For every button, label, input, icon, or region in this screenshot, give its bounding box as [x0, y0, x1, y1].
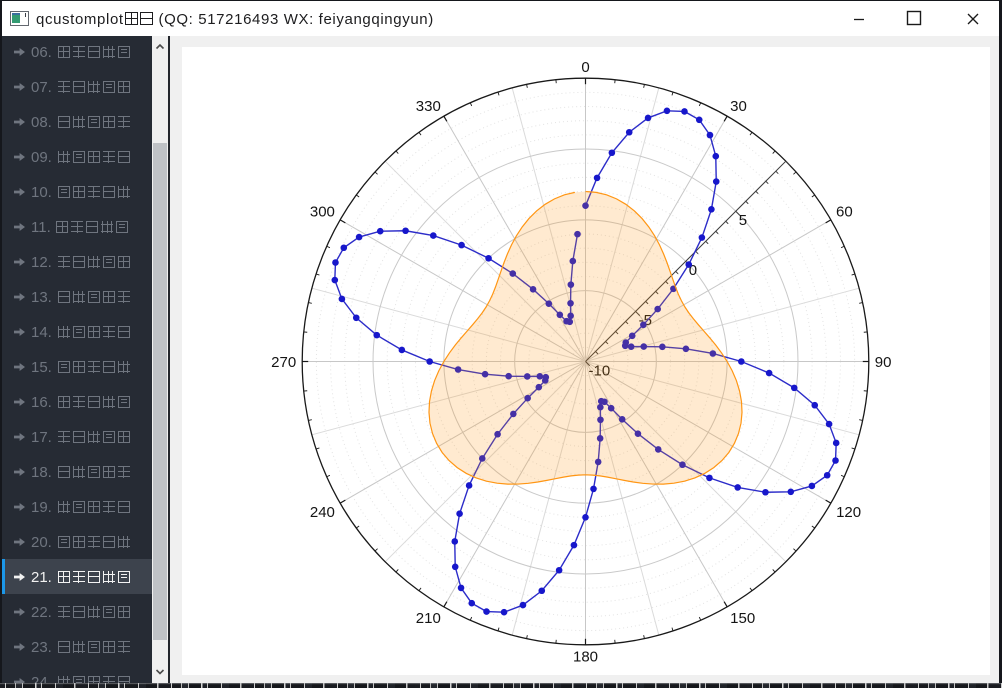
svg-text:90: 90: [875, 354, 892, 371]
svg-text:210: 210: [416, 610, 441, 627]
svg-text:5: 5: [739, 212, 747, 229]
svg-text:300: 300: [310, 204, 335, 221]
svg-text:-10: -10: [589, 362, 611, 379]
svg-text:270: 270: [271, 354, 296, 371]
svg-text:0: 0: [689, 262, 697, 279]
svg-text:30: 30: [730, 98, 747, 115]
svg-text:330: 330: [416, 98, 441, 115]
svg-text:180: 180: [573, 649, 598, 666]
svg-text:240: 240: [310, 504, 335, 521]
svg-text:150: 150: [730, 610, 755, 627]
svg-text:120: 120: [836, 504, 861, 521]
svg-text:0: 0: [581, 59, 589, 76]
svg-text:60: 60: [836, 204, 853, 221]
